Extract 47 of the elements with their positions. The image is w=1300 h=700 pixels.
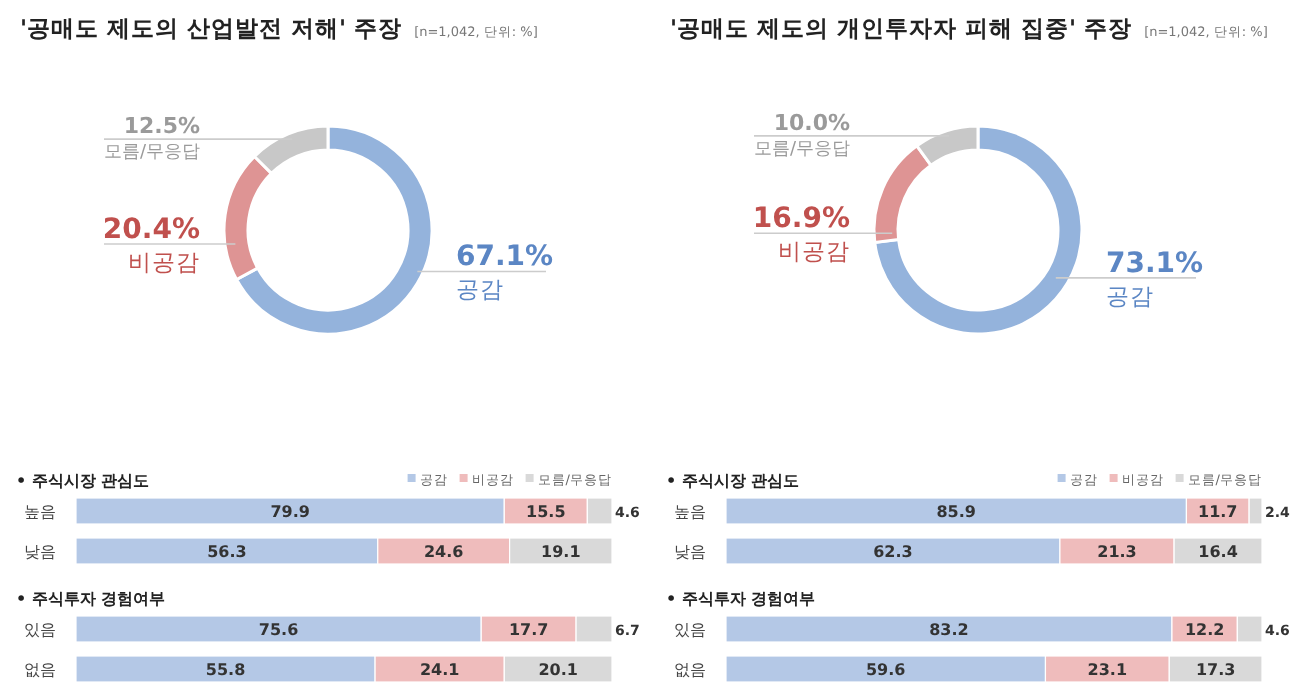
slice-label: 모름/무응답 — [103, 143, 200, 164]
y-tick-label: 높음 — [674, 503, 706, 521]
data-label: 67.1% — [456, 241, 554, 274]
slice-label: 모름/무응답 — [753, 139, 850, 160]
data-label: 11.7 — [1198, 503, 1238, 521]
y-tick-label: 높음 — [24, 503, 56, 521]
slice-label: 공감 — [1106, 281, 1154, 310]
data-label: 17.3 — [1195, 661, 1236, 679]
data-label: 56.3 — [207, 543, 247, 561]
data-label: 85.9 — [936, 503, 977, 521]
data-label: 12.2 — [1184, 621, 1225, 639]
chart-title: • 주식투자 경험여부 — [16, 590, 166, 608]
y-tick-label: 낮음 — [24, 543, 56, 561]
chart-title: '공매도 제도의 산업발전 저해' 주장 — [20, 14, 403, 42]
data-label: 73.1% — [1106, 247, 1204, 280]
y-tick-label: 있음 — [674, 621, 706, 639]
data-label: 62.3 — [873, 543, 913, 561]
data-label: 59.6 — [865, 661, 907, 679]
data-label: 21.3 — [1097, 543, 1137, 561]
y-tick-label: 없음 — [674, 661, 706, 679]
chart-title: • 주식시장 관심도 — [16, 472, 150, 490]
data-label: 10.0% — [773, 109, 850, 136]
data-label: 16.4 — [1198, 543, 1239, 561]
donut-slice — [873, 124, 1084, 336]
data-label: 15.5 — [526, 503, 567, 521]
y-tick-label: 없음 — [24, 661, 56, 679]
data-label: 16.9% — [752, 203, 850, 236]
data-label: 19.1 — [541, 543, 582, 561]
slice-label: 공감 — [456, 275, 504, 304]
slice-label: 비공감 — [778, 237, 850, 266]
data-label: 83.2 — [929, 621, 969, 639]
data-label: 20.1 — [538, 661, 579, 679]
data-label: 12.5% — [123, 113, 200, 140]
slice-label: 비공감 — [128, 247, 200, 276]
chart-title: • 주식투자 경험여부 — [666, 590, 816, 608]
data-label: 75.6 — [258, 621, 300, 639]
y-tick-label: 있음 — [24, 621, 56, 639]
data-label: 79.9 — [270, 503, 311, 521]
data-label: 20.4% — [102, 213, 200, 246]
chart-title: '공매도 제도의 개인투자자 피해 집중' 주장 — [670, 14, 1133, 42]
data-label: 17.7 — [508, 621, 549, 639]
data-label: 24.6 — [423, 543, 465, 561]
y-tick-label: 낮음 — [674, 543, 706, 561]
data-label: 24.1 — [419, 661, 461, 679]
data-label: 23.1 — [1087, 661, 1128, 679]
chart-title: • 주식시장 관심도 — [666, 472, 800, 490]
data-label: 55.8 — [205, 661, 247, 679]
